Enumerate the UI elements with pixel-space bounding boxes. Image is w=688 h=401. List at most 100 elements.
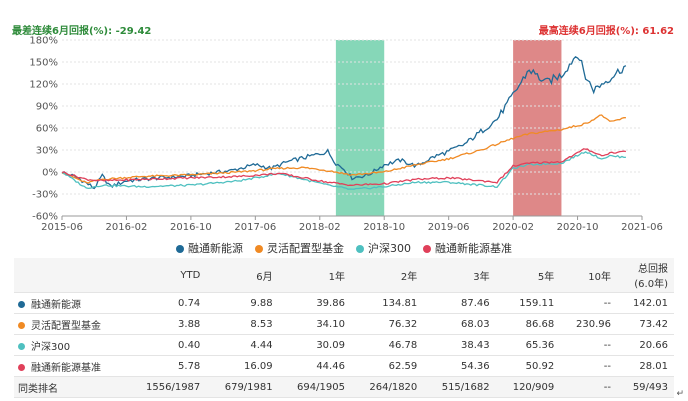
row-name: 沪深300	[14, 334, 127, 356]
table-cell: 30.09	[278, 334, 351, 356]
y-tick-label: 90%	[36, 102, 58, 113]
x-tick-label: 2018-10	[363, 222, 405, 233]
table-cell: --	[560, 334, 617, 356]
table-header-name	[14, 258, 127, 293]
row-color-dot-icon	[18, 363, 25, 371]
table-cell: --	[560, 292, 617, 314]
legend-label: 沪深300	[368, 242, 411, 255]
table-header-row: YTD 6月 1年 2年 3年 5年 10年 总回报 (6.0年)	[14, 258, 674, 293]
legend-item[interactable]: 融通新能源基准	[423, 240, 512, 256]
table-cell: --	[560, 376, 617, 398]
x-tick-label: 2019-06	[428, 222, 470, 233]
row-color-dot-icon	[18, 300, 25, 308]
table-cell: 50.92	[495, 355, 561, 377]
table-cell: 38.43	[423, 334, 496, 356]
best-6m-return-label: 最高连续6月回报(%): 61.62	[538, 26, 674, 37]
table-cell: --	[560, 355, 617, 377]
table-cell: 62.59	[350, 355, 424, 377]
column-header: 2年	[350, 258, 424, 293]
table-cell: 39.86	[278, 292, 351, 314]
table-cell: 44.46	[278, 355, 351, 377]
row-color-dot-icon	[18, 321, 25, 329]
y-tick-label: 30%	[36, 146, 58, 157]
x-tick-label: 2016-10	[170, 222, 212, 233]
x-tick-label: 2020-10	[557, 222, 599, 233]
table-cell: 59/493	[616, 376, 674, 398]
highlight-band-best-6-month	[513, 40, 562, 216]
table-cell: 5.78	[126, 355, 207, 377]
table-cell: 34.10	[278, 313, 351, 335]
x-tick-label: 2015-06	[41, 222, 83, 233]
legend-dot-icon	[423, 245, 431, 253]
legend-item[interactable]: 融通新能源	[176, 240, 243, 256]
row-name: 同类排名	[14, 376, 127, 398]
table-cell: 1556/1987	[126, 376, 207, 398]
series-line-3	[61, 151, 626, 190]
legend-item[interactable]: 灵活配置型基金	[255, 240, 344, 256]
row-name: 灵活配置型基金	[14, 313, 127, 335]
table-row: 融通新能源基准 5.78 16.09 44.46 62.59 54.36 50.92 -- 28…	[14, 355, 674, 377]
table-cell: 28.01	[616, 355, 674, 377]
table-row: 灵活配置型基金 3.88 8.53 34.10 76.32 68.03 86.68 230.9…	[14, 313, 674, 335]
table-row: 融通新能源 0.74 9.88 39.86 134.81 87.46 159.11 -- 142…	[14, 292, 674, 314]
table-cell: 120/909	[495, 376, 561, 398]
table-cell: 134.81	[350, 292, 424, 314]
table-cell: 264/1820	[350, 376, 424, 398]
table-cell: 86.68	[495, 313, 561, 335]
table-cell: 142.01	[616, 292, 674, 314]
table-cell: 9.88	[206, 292, 279, 314]
table-cell: 0.40	[126, 334, 207, 356]
rank-row: 同类排名 1556/1987 679/1981 694/1905 264/1820 515…	[14, 376, 674, 398]
y-tick-label: -30%	[32, 190, 58, 201]
table-cell: 54.36	[423, 355, 496, 377]
y-tick-label: 150%	[29, 58, 58, 69]
row-name: 融通新能源基准	[14, 355, 127, 377]
x-tick-label: 2021-06	[621, 222, 663, 233]
table-cell: 76.32	[350, 313, 424, 335]
table-cell: 230.96	[560, 313, 617, 335]
legend-label: 融通新能源	[188, 242, 243, 255]
table-cell: 20.66	[616, 334, 674, 356]
performance-table: YTD 6月 1年 2年 3年 5年 10年 总回报 (6.0年) 融通新能源 0.74 9.88 3…	[14, 258, 674, 398]
legend-item[interactable]: 沪深300	[356, 240, 411, 256]
table-cell: 87.46	[423, 292, 496, 314]
table-cell: 679/1981	[206, 376, 279, 398]
y-tick-label: 0%	[42, 168, 58, 179]
performance-line-chart: -60% -30% 0% 30% 60% 90% 120% 150% 180% 2015-06 20…	[29, 36, 663, 234]
table-cell: 65.36	[495, 334, 561, 356]
table-cell: 68.03	[423, 313, 496, 335]
legend-label: 灵活配置型基金	[267, 242, 344, 255]
column-header: 10年	[560, 258, 617, 293]
column-header: 6月	[206, 258, 279, 293]
table-cell: 0.74	[126, 292, 207, 314]
y-tick-label: 60%	[36, 124, 58, 135]
table-cell: 159.11	[495, 292, 561, 314]
x-tick-label: 2018-02	[299, 222, 341, 233]
table-cell: 46.78	[350, 334, 424, 356]
y-tick-label: -60%	[32, 212, 58, 223]
row-name: 融通新能源	[14, 292, 127, 314]
column-header: 3年	[423, 258, 496, 293]
y-tick-label: 180%	[29, 36, 58, 47]
legend-label: 融通新能源基准	[435, 242, 512, 255]
column-header: 1年	[278, 258, 351, 293]
x-tick-label: 2020-02	[492, 222, 534, 233]
series-line-2	[61, 114, 626, 184]
chart-legend: 融通新能源 灵活配置型基金 沪深300 融通新能源基准	[0, 240, 688, 256]
legend-dot-icon	[255, 245, 263, 253]
table-row: 沪深300 0.40 4.44 30.09 46.78 38.43 65.36 -- 20.66	[14, 334, 674, 356]
table-cell: 4.44	[206, 334, 279, 356]
series-line-4	[61, 148, 627, 187]
x-tick-label: 2016-02	[106, 222, 148, 233]
table-cell: 3.88	[126, 313, 207, 335]
return-mark: ↵	[676, 389, 684, 399]
worst-6m-return-label: 最差连续6月回报(%): -29.42	[12, 26, 152, 37]
legend-dot-icon	[356, 245, 364, 253]
table-cell: 73.42	[616, 313, 674, 335]
column-header: 总回报 (6.0年)	[616, 258, 674, 293]
row-color-dot-icon	[18, 342, 25, 350]
table-cell: 16.09	[206, 355, 279, 377]
column-header: 5年	[495, 258, 561, 293]
x-tick-label: 2017-06	[234, 222, 276, 233]
y-tick-label: 120%	[29, 80, 58, 91]
